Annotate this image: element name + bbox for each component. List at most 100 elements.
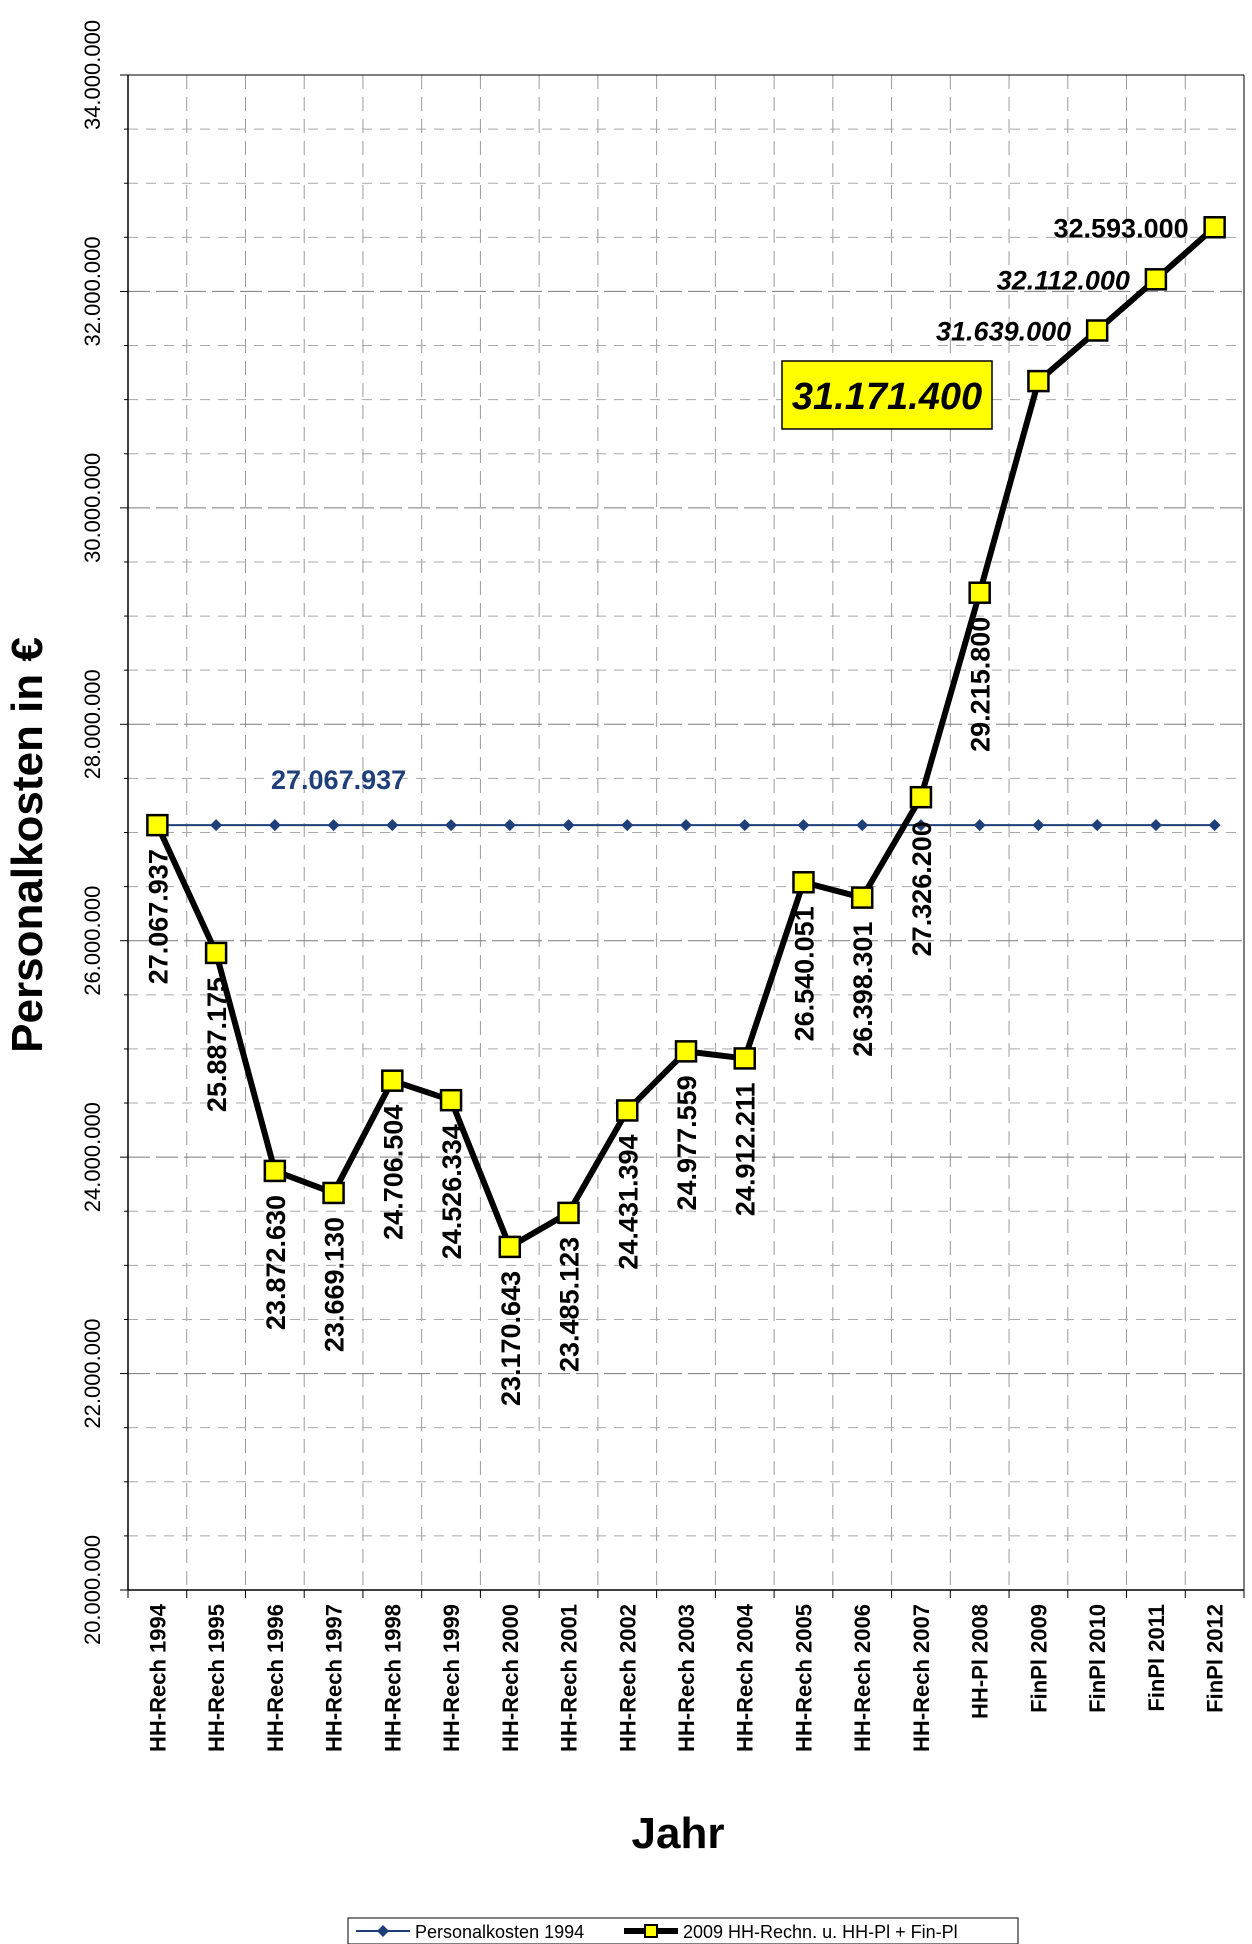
x-tick-label: FinPl 2010 xyxy=(1085,1604,1110,1713)
ref-marker xyxy=(210,819,223,832)
x-tick-label: HH-Rech 2006 xyxy=(850,1604,875,1752)
series-hh-rechnung xyxy=(146,216,1226,1259)
ref-marker xyxy=(973,819,986,832)
y-tick-label: 28.000.000 xyxy=(80,669,105,779)
x-tick-label: HH-Rech 1999 xyxy=(439,1604,464,1752)
x-tick-label: HH-Rech 2002 xyxy=(615,1604,640,1752)
data-label: 32.112.000 xyxy=(997,265,1130,295)
ref-marker xyxy=(914,819,927,832)
ref-marker xyxy=(1032,819,1045,832)
y-tick-label: 24.000.000 xyxy=(80,1102,105,1212)
main-marker xyxy=(968,581,991,604)
x-tick-label: HH-Rech 2005 xyxy=(791,1604,816,1752)
legend: Personalkosten 1994 2009 HH-Rechn. u. HH… xyxy=(347,1917,1019,1944)
main-marker xyxy=(909,785,933,809)
main-marker xyxy=(263,1159,287,1183)
y-axis-label: Personalkosten in € xyxy=(3,637,52,1053)
ref-marker xyxy=(562,819,575,832)
x-tick-label: HH-Rech 1996 xyxy=(263,1604,288,1752)
main-marker xyxy=(733,1047,756,1070)
x-tick-label: HH-Rech 2001 xyxy=(557,1604,582,1752)
ref-marker xyxy=(445,819,458,832)
x-tick-label: HH-Rech 1994 xyxy=(145,1603,170,1752)
main-marker xyxy=(792,871,815,894)
data-label: 24.912.211 xyxy=(731,1082,761,1216)
ref-data-label: 27.067.937 xyxy=(271,765,406,795)
ref-marker xyxy=(503,819,516,832)
main-marker xyxy=(616,1099,639,1122)
ref-marker xyxy=(386,819,399,832)
x-tick-label: HH-Rech 2003 xyxy=(674,1604,699,1752)
x-axis-label: Jahr xyxy=(632,1809,725,1858)
y-tick-label: 20.000.000 xyxy=(80,1535,105,1645)
data-label: 24.977.559 xyxy=(672,1075,702,1210)
legend-marker-ref xyxy=(377,1925,389,1937)
x-tick-label: HH-Rech 2000 xyxy=(498,1604,523,1752)
ref-marker xyxy=(738,819,751,832)
legend-label-main: 2009 HH-Rechn. u. HH-Pl + Fin-Pl xyxy=(683,1922,958,1942)
main-marker xyxy=(1203,216,1226,239)
callout-value: 31.171.400 xyxy=(792,376,982,418)
data-label: 25.887.175 xyxy=(202,977,232,1112)
data-labels: 27.067.937 27.067.937 25.887.175 23.872.630… xyxy=(143,213,1188,1406)
x-tick-label: FinPl 2012 xyxy=(1203,1604,1228,1713)
x-tick-label: HH-Rech 1998 xyxy=(380,1604,405,1752)
x-tick-label: HH-Rech 1997 xyxy=(322,1604,347,1752)
ref-marker xyxy=(1149,819,1162,832)
data-label: 23.485.123 xyxy=(555,1237,585,1372)
data-label: 24.526.334 xyxy=(437,1124,467,1259)
ref-marker xyxy=(327,819,340,832)
legend-frame xyxy=(347,1917,1019,1944)
main-marker xyxy=(439,1088,463,1112)
data-label: 23.872.630 xyxy=(261,1195,291,1330)
data-label: 29.215.800 xyxy=(966,617,996,752)
main-marker xyxy=(1027,369,1050,393)
main-marker xyxy=(204,941,228,965)
legend-marker-main xyxy=(644,1924,658,1938)
x-tick-label: HH-Pl 2008 xyxy=(968,1604,993,1719)
main-marker xyxy=(498,1235,522,1259)
main-marker xyxy=(850,886,874,909)
data-label: 27.326.200 xyxy=(907,821,937,956)
main-marker xyxy=(674,1040,698,1063)
grid-lines xyxy=(128,74,1244,1590)
data-label: 26.398.301 xyxy=(848,922,878,1057)
main-marker xyxy=(381,1069,404,1092)
data-label: 24.431.394 xyxy=(613,1134,643,1269)
series-personalkosten-1994 xyxy=(151,819,1221,832)
y-tick-labels: 20.000.000 22.000.000 24.000.000 26.000.000… xyxy=(80,20,105,1645)
callout-box: 31.171.400 xyxy=(781,360,993,430)
ref-marker xyxy=(680,819,692,832)
data-label: 27.067.937 xyxy=(143,849,173,984)
x-tick-label: HH-Rech 2007 xyxy=(909,1604,934,1752)
data-label: 24.706.504 xyxy=(378,1105,408,1240)
main-marker xyxy=(322,1181,345,1205)
main-marker xyxy=(1085,319,1109,342)
data-label: 23.669.130 xyxy=(320,1217,350,1352)
ref-marker xyxy=(268,819,281,832)
x-tick-labels: HH-Rech 1994 HH-Rech 1995 HH-Rech 1996 HH-R… xyxy=(145,1603,1227,1752)
x-tick-label: HH-Rech 1995 xyxy=(204,1604,229,1752)
callout-rect xyxy=(781,360,993,430)
x-tick-label: FinPl 2011 xyxy=(1144,1604,1169,1712)
ref-marker xyxy=(1208,819,1221,832)
y-tick-label: 32.000.000 xyxy=(80,236,105,346)
axes xyxy=(120,74,1245,1598)
main-marker xyxy=(557,1201,580,1225)
x-tick-label: HH-Rech 2004 xyxy=(733,1603,758,1752)
main-marker xyxy=(1144,268,1168,291)
ref-marker xyxy=(797,819,810,832)
data-label: 31.639.000 xyxy=(936,316,1071,346)
ref-marker xyxy=(621,819,634,832)
legend-label-ref: Personalkosten 1994 xyxy=(415,1922,584,1942)
y-tick-label: 26.000.000 xyxy=(80,886,105,996)
y-tick-label: 34.000.000 xyxy=(80,20,105,130)
data-label: 23.170.643 xyxy=(496,1271,526,1406)
main-marker xyxy=(146,813,169,837)
y-tick-label: 30.000.000 xyxy=(80,453,105,563)
data-label: 26.540.051 xyxy=(789,906,819,1041)
y-tick-label: 22.000.000 xyxy=(80,1319,105,1429)
ref-marker xyxy=(856,819,869,832)
data-label: 32.593.000 xyxy=(1053,213,1188,243)
